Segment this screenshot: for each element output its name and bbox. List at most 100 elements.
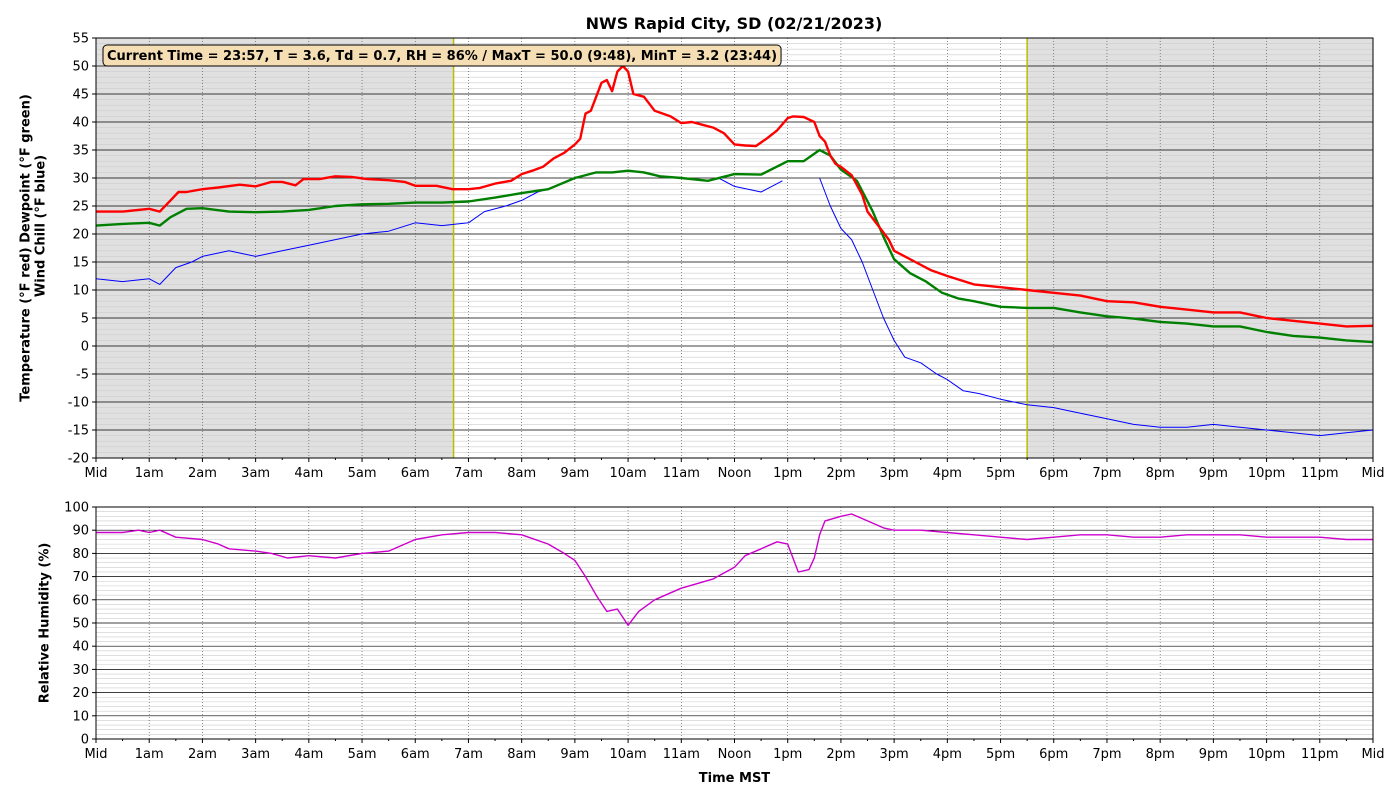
temp-x-tick-label: 3am — [241, 466, 270, 481]
dewpoint-line — [95, 148, 1374, 344]
temp-x-tick-label: 1pm — [773, 466, 802, 481]
rh-y-tick-label: 10 — [72, 709, 89, 724]
rh-x-tick-label: 6am — [401, 747, 430, 762]
rh-y-tick-label: 80 — [72, 547, 89, 562]
night-shading — [96, 38, 1373, 458]
temp-x-tick-label: Noon — [718, 466, 752, 481]
temp-x-tick-label: Mid — [1361, 466, 1384, 481]
temperature-series — [95, 64, 1374, 437]
rh-x-tick-label: 9am — [560, 747, 589, 762]
current-conditions-text: Current Time = 23:57, T = 3.6, Td = 0.7,… — [107, 49, 777, 64]
rh-y-tick-label: 20 — [72, 686, 89, 701]
temperature-y-ticks: -20 -15 -10 -5 0 5 10 15 20 25 30 35 40 45 50 55 — [68, 32, 96, 467]
temp-y-tick-label: -5 — [76, 368, 89, 383]
temp-x-tick-label: Mid — [84, 466, 107, 481]
temperature-grid — [96, 37, 1373, 459]
temp-x-tick-label: 10pm — [1248, 466, 1285, 481]
windchill-line — [95, 177, 1374, 437]
rh-y-tick-label: 50 — [72, 617, 89, 632]
rh-y-tick-label: 90 — [72, 524, 89, 539]
rh-x-tick-label: 7am — [454, 747, 483, 762]
sunrise-sunset-lines — [452, 38, 1028, 458]
rh-y-tick-label: 40 — [72, 640, 89, 655]
temp-x-tick-label: 10am — [609, 466, 646, 481]
temp-x-tick-label: 2pm — [826, 466, 855, 481]
temperature-panel: -20 -15 -10 -5 0 5 10 15 20 25 30 35 40 45 50 55 Mid 1am… — [19, 32, 1385, 482]
temp-y-tick-label: 20 — [72, 228, 89, 243]
temp-x-tick-label: 9pm — [1199, 466, 1228, 481]
humidity-panel: 0 10 20 30 40 50 60 70 80 90 100 Mid 1am 2am 3am 4am 5a… — [38, 501, 1385, 787]
rh-x-tick-label: 1am — [135, 747, 164, 762]
rh-y-tick-label: 70 — [72, 570, 89, 585]
rh-y-tick-label: 0 — [81, 733, 89, 748]
rh-y-tick-label: 30 — [72, 663, 89, 678]
windchill-y-axis-label: Wind Chill (°F blue) — [34, 155, 49, 297]
temp-x-tick-label: 6pm — [1039, 466, 1068, 481]
temp-y-tick-label: 10 — [72, 284, 89, 299]
night-shade-1 — [1027, 38, 1373, 458]
rh-x-tick-label: Noon — [718, 747, 752, 762]
temp-y-tick-label: -10 — [68, 396, 89, 411]
temp-y-tick-label: -15 — [68, 424, 89, 439]
rh-x-tick-label: 11pm — [1301, 747, 1338, 762]
rh-x-tick-label: 8am — [507, 747, 536, 762]
rh-x-tick-label: 3pm — [880, 747, 909, 762]
rh-x-tick-label: 7pm — [1092, 747, 1121, 762]
humidity-series — [96, 513, 1373, 626]
rh-x-tick-label: Mid — [84, 747, 107, 762]
humidity-y-axis-label: Relative Humidity (%) — [38, 543, 53, 704]
humidity-x-ticks: Mid 1am 2am 3am 4am 5am 6am 7am 8am 9am 10am 11am No… — [84, 739, 1385, 762]
temp-x-tick-label: 4am — [294, 466, 323, 481]
temp-x-tick-label: 8pm — [1146, 466, 1175, 481]
rh-x-tick-label: 2am — [188, 747, 217, 762]
temp-y-tick-label: 45 — [72, 88, 89, 103]
rh-x-tick-label: 6pm — [1039, 747, 1068, 762]
relative-humidity-line — [96, 513, 1373, 626]
rh-x-tick-label: 10pm — [1248, 747, 1285, 762]
temp-x-tick-label: 8am — [507, 466, 536, 481]
temp-x-tick-label: 4pm — [933, 466, 962, 481]
chart-title: NWS Rapid City, SD (02/21/2023) — [586, 14, 883, 33]
rh-x-tick-label: 1pm — [773, 747, 802, 762]
temperature-y-axis-label: Temperature (°F red) Dewpoint (°F green) — [19, 94, 34, 402]
temperature-line — [96, 64, 1374, 328]
rh-x-tick-label: 4am — [294, 747, 323, 762]
rh-y-tick-label: 100 — [64, 501, 89, 516]
temp-x-tick-label: 7pm — [1092, 466, 1121, 481]
temp-y-tick-label: 5 — [81, 312, 89, 327]
x-axis-label: Time MST — [699, 771, 771, 786]
rh-x-tick-label: 3am — [241, 747, 270, 762]
rh-x-tick-label: 10am — [609, 747, 646, 762]
rh-x-tick-label: 2pm — [826, 747, 855, 762]
temp-y-tick-label: -20 — [68, 452, 89, 467]
temp-x-tick-label: 2am — [188, 466, 217, 481]
rh-y-tick-label: 60 — [72, 593, 89, 608]
rh-x-tick-label: 5am — [348, 747, 377, 762]
temp-y-tick-label: 55 — [72, 32, 89, 47]
temp-x-tick-label: 11am — [663, 466, 700, 481]
temp-x-tick-label: 9am — [560, 466, 589, 481]
rh-x-tick-label: 11am — [663, 747, 700, 762]
temp-y-tick-label: 15 — [72, 256, 89, 271]
humidity-y-ticks: 0 10 20 30 40 50 60 70 80 90 100 — [64, 501, 96, 748]
temp-y-tick-label: 30 — [72, 172, 89, 187]
temp-x-tick-label: 3pm — [880, 466, 909, 481]
rh-x-tick-label: 8pm — [1146, 747, 1175, 762]
rh-x-tick-label: 9pm — [1199, 747, 1228, 762]
temperature-x-ticks: Mid 1am 2am 3am 4am 5am 6am 7am 8am 9am 10am 11am No… — [84, 458, 1385, 481]
temp-y-tick-label: 40 — [72, 116, 89, 131]
temp-x-tick-label: 5pm — [986, 466, 1015, 481]
current-conditions-background — [102, 44, 782, 67]
temp-x-tick-label: 7am — [454, 466, 483, 481]
rh-x-tick-label: 4pm — [933, 747, 962, 762]
rh-x-tick-label: 5pm — [986, 747, 1015, 762]
current-conditions-box: Current Time = 23:57, T = 3.6, Td = 0.7,… — [102, 44, 782, 67]
humidity-grid — [96, 506, 1373, 740]
rh-x-tick-label: Mid — [1361, 747, 1384, 762]
temp-y-tick-label: 50 — [72, 60, 89, 75]
temp-y-tick-label: 0 — [81, 340, 89, 355]
temp-x-tick-label: 11pm — [1301, 466, 1338, 481]
temp-x-tick-label: 1am — [135, 466, 164, 481]
night-shade-0 — [96, 38, 454, 458]
